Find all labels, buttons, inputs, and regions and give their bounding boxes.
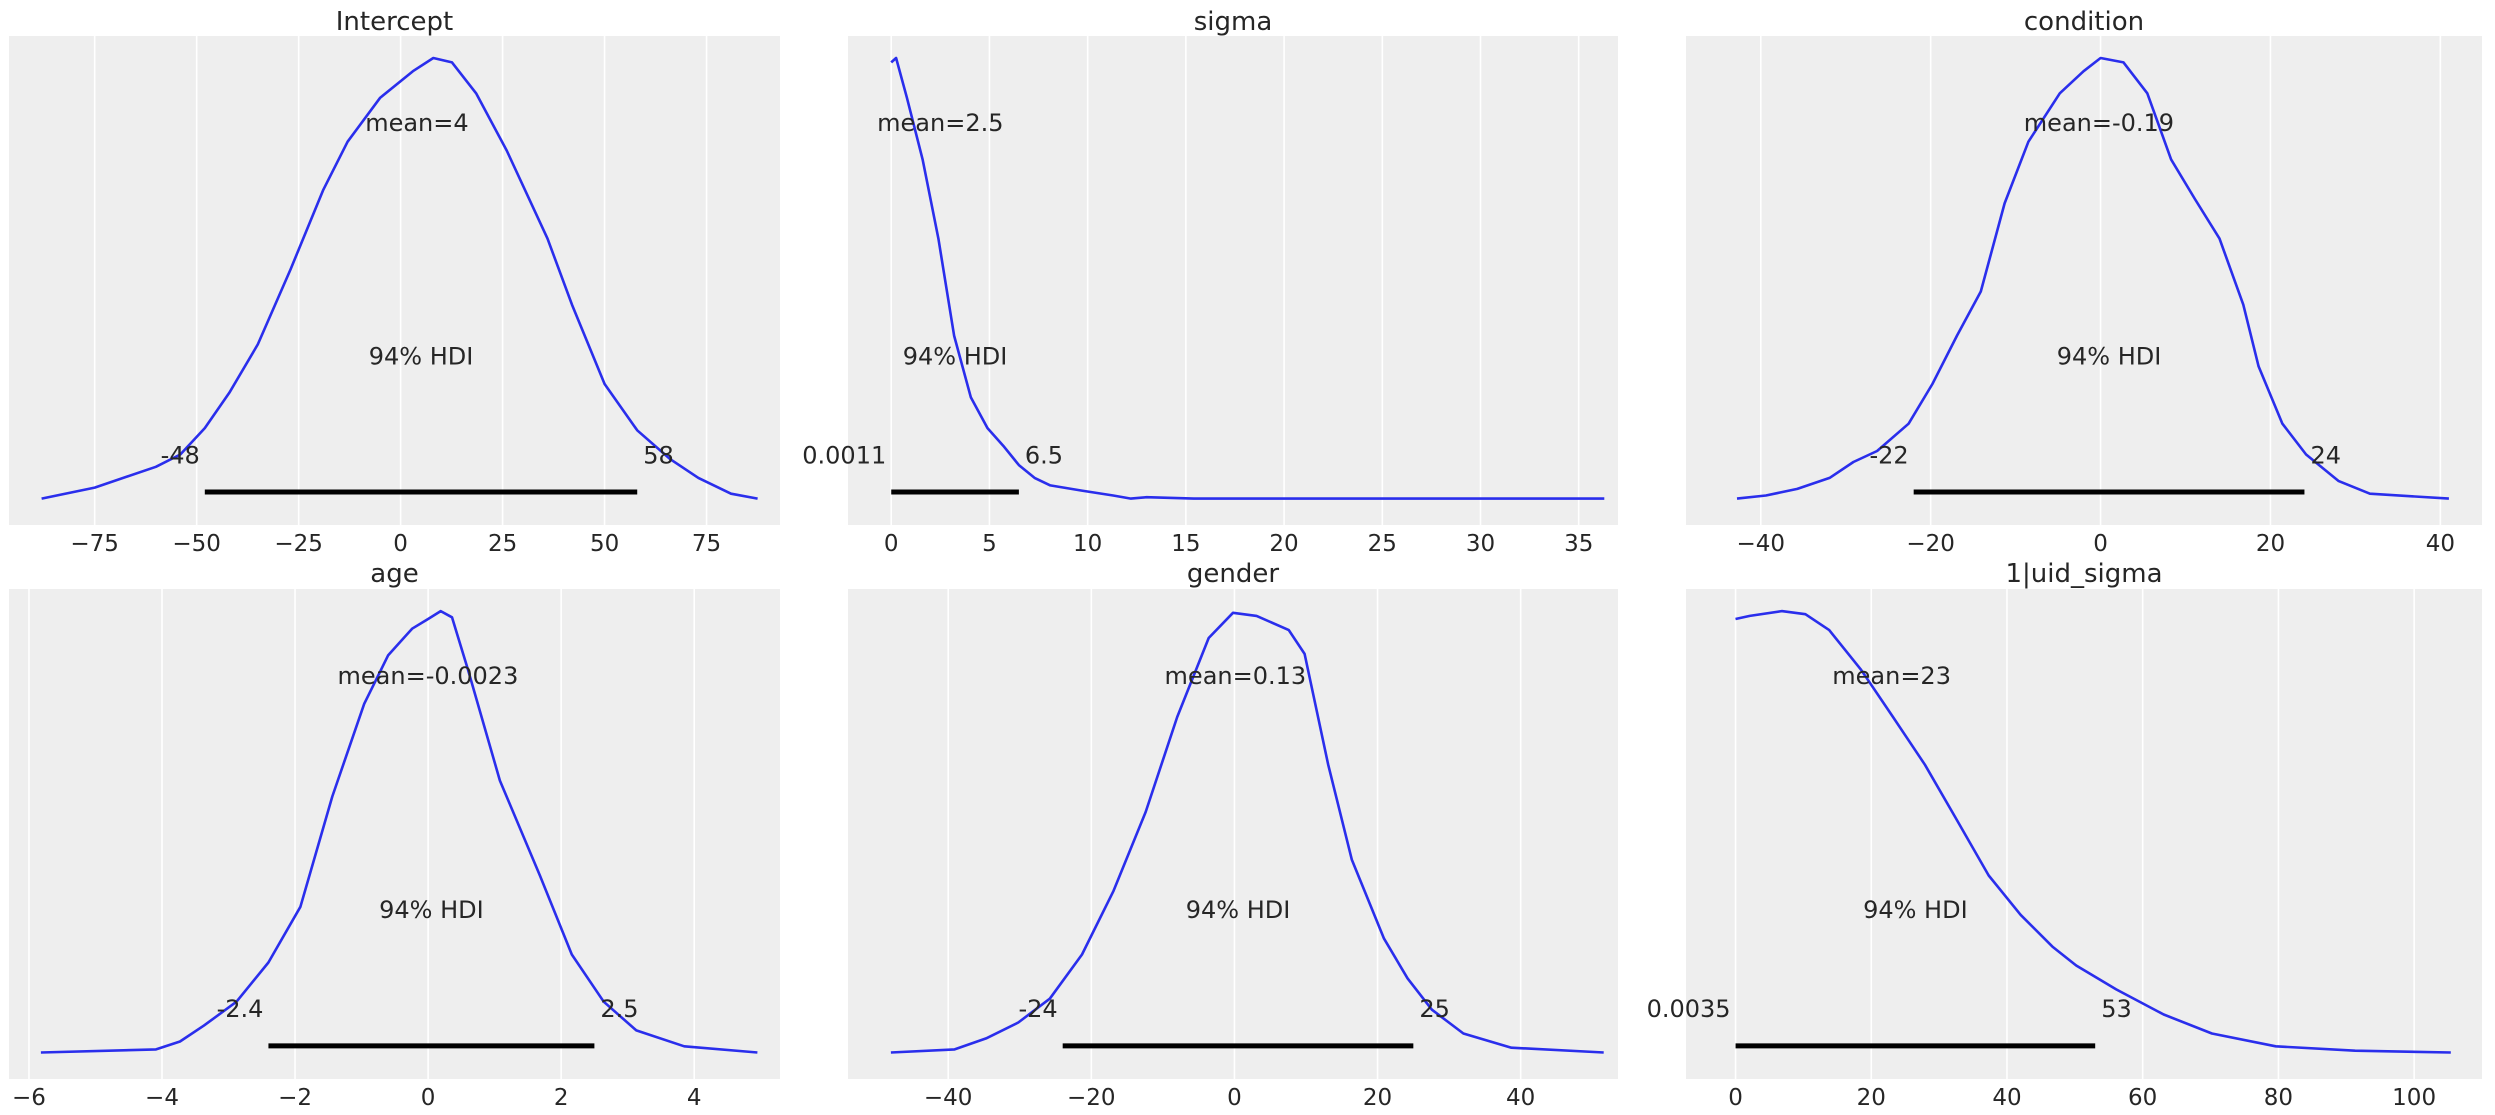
hdi-low-label: -22 <box>1869 441 1908 469</box>
hdi-high-label: 53 <box>2101 995 2132 1023</box>
x-tick-label: −75 <box>70 531 119 557</box>
posterior-panel: 0 20 40 60 80 100 1|uid_sigma 0.0035 53 94% HDI me… <box>1647 559 2482 1111</box>
hdi-high-label: 6.5 <box>1025 441 1063 469</box>
x-tick-label: −6 <box>12 1085 46 1111</box>
hdi-high-label: 25 <box>1419 995 1450 1023</box>
x-tick-label: −40 <box>924 1085 973 1111</box>
x-tick-label: 40 <box>1992 1085 2021 1111</box>
plot-area <box>9 589 780 1079</box>
kde-curve <box>41 56 758 500</box>
plot-area <box>1686 36 2482 525</box>
hdi-high-label: 2.5 <box>600 995 638 1023</box>
hdi-label: 94% HDI <box>379 896 484 924</box>
x-tick-label: 75 <box>692 531 721 557</box>
x-tick-label: 4 <box>687 1085 702 1111</box>
x-tick-label: 0 <box>1227 1085 1242 1111</box>
hdi-label: 94% HDI <box>369 342 474 370</box>
kde-curve <box>1736 56 2449 500</box>
kde-curve <box>890 56 1605 500</box>
x-tick-label: 0 <box>393 531 408 557</box>
hdi-label: 94% HDI <box>2057 342 2162 370</box>
x-tick-label: 20 <box>1363 1085 1392 1111</box>
x-tick-label: 20 <box>1857 1085 1886 1111</box>
x-tick-label: −50 <box>172 531 221 557</box>
x-tick-label: −20 <box>1906 531 1955 557</box>
x-tick-label: 10 <box>1073 531 1102 557</box>
posterior-panel: 0 5 10 15 20 25 30 35 sigma 0.0011 6.5 94% HDI mean=… <box>802 7 1618 557</box>
plot-area <box>848 36 1618 525</box>
x-tick-label: −4 <box>145 1085 179 1111</box>
posterior-panel: −40 −20 0 20 40 condition -22 24 94% HDI mean=-0.… <box>1686 7 2482 557</box>
x-tick-label: 40 <box>1506 1085 1535 1111</box>
x-tick-label: 100 <box>2392 1085 2436 1111</box>
x-tick-label: 25 <box>488 531 517 557</box>
mean-label: mean=4 <box>365 109 468 137</box>
panel-title: gender <box>1187 559 1279 589</box>
panel-title: age <box>370 559 418 589</box>
hdi-label: 94% HDI <box>1863 896 1968 924</box>
x-tick-label: 25 <box>1368 531 1397 557</box>
hdi-label: 94% HDI <box>903 342 1008 370</box>
x-tick-label: 2 <box>554 1085 569 1111</box>
hdi-low-label: 0.0035 <box>1647 995 1731 1023</box>
x-tick-label: 60 <box>2128 1085 2157 1111</box>
x-tick-label: 20 <box>2256 531 2285 557</box>
x-tick-label: 40 <box>2426 531 2455 557</box>
x-tick-label: −20 <box>1067 1085 1116 1111</box>
posterior-panel: −75 −50 −25 0 25 50 75 Intercept -48 58 94% HDI mea… <box>9 7 780 557</box>
x-tick-label: −40 <box>1736 531 1785 557</box>
panel-title: Intercept <box>336 7 453 37</box>
plot-area <box>1686 589 2482 1079</box>
x-tick-label: 35 <box>1564 531 1593 557</box>
hdi-low-label: 0.0011 <box>802 441 886 469</box>
x-tick-label: 15 <box>1171 531 1200 557</box>
x-tick-label: 0 <box>884 531 899 557</box>
plot-area <box>848 589 1618 1079</box>
x-tick-label: −2 <box>278 1085 312 1111</box>
x-tick-label: 0 <box>421 1085 436 1111</box>
hdi-low-label: -24 <box>1018 995 1057 1023</box>
panel-title: 1|uid_sigma <box>2005 559 2162 589</box>
kde-curve <box>890 611 1604 1054</box>
hdi-label: 94% HDI <box>1186 896 1291 924</box>
mean-label: mean=2.5 <box>877 109 1003 137</box>
panel-title: sigma <box>1194 7 1273 37</box>
x-tick-label: 20 <box>1269 531 1298 557</box>
hdi-high-label: 24 <box>2310 441 2341 469</box>
mean-label: mean=-0.19 <box>2024 109 2174 137</box>
x-tick-label: 30 <box>1466 531 1495 557</box>
kde-curve <box>40 609 758 1054</box>
x-tick-label: −25 <box>274 531 323 557</box>
x-tick-label: 0 <box>2093 531 2108 557</box>
x-tick-label: 80 <box>2264 1085 2293 1111</box>
kde-curve <box>1735 609 2451 1054</box>
panel-title: condition <box>2024 7 2144 37</box>
mean-label: mean=23 <box>1832 662 1951 690</box>
mean-label: mean=0.13 <box>1165 662 1307 690</box>
posterior-panel: −6 −4 −2 0 2 4 age -2.4 2.5 94% HDI mean=-0.0023 <box>9 559 780 1111</box>
x-tick-label: 50 <box>590 531 619 557</box>
hdi-low-label: -2.4 <box>217 995 264 1023</box>
hdi-low-label: -48 <box>161 441 200 469</box>
hdi-high-label: 58 <box>643 441 674 469</box>
mean-label: mean=-0.0023 <box>338 662 519 690</box>
x-tick-label: 0 <box>1728 1085 1743 1111</box>
x-tick-label: 5 <box>982 531 997 557</box>
posterior-panel: −40 −20 0 20 40 gender -24 25 94% HDI mean=0.13 <box>848 559 1618 1111</box>
